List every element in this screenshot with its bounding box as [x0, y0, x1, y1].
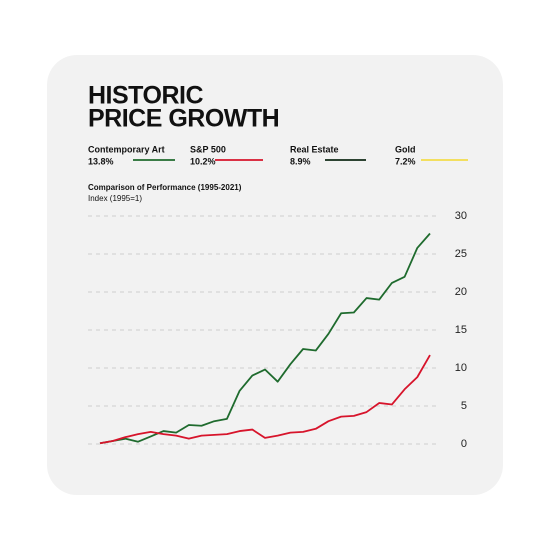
- legend-rate: 8.9%: [290, 156, 311, 166]
- y-tick-label: 25: [455, 248, 467, 260]
- title-line: HISTORIC: [88, 82, 203, 110]
- legend-rate: 10.2%: [190, 156, 216, 166]
- y-tick-label: 15: [455, 324, 467, 336]
- y-tick-label: 20: [455, 286, 467, 298]
- axis-label: Index (1995=1): [88, 194, 142, 203]
- legend-name: S&P 500: [190, 144, 226, 154]
- card: [47, 55, 503, 495]
- legend-rate: 13.8%: [88, 156, 114, 166]
- chart-subtitle: Comparison of Performance (1995-2021): [88, 183, 242, 192]
- legend-name: Gold: [395, 144, 416, 154]
- line: [99, 232, 431, 445]
- title-line: PRICE GROWTH: [88, 105, 279, 133]
- y-tick-label: 5: [461, 400, 467, 412]
- line: [99, 354, 431, 445]
- legend-rate: 7.2%: [395, 156, 416, 166]
- y-tick-label: 10: [455, 362, 467, 374]
- y-tick-label: 0: [461, 438, 467, 450]
- y-tick-label: 30: [455, 210, 467, 222]
- legend-name: Real Estate: [290, 144, 339, 154]
- legend-name: Contemporary Art: [88, 144, 165, 154]
